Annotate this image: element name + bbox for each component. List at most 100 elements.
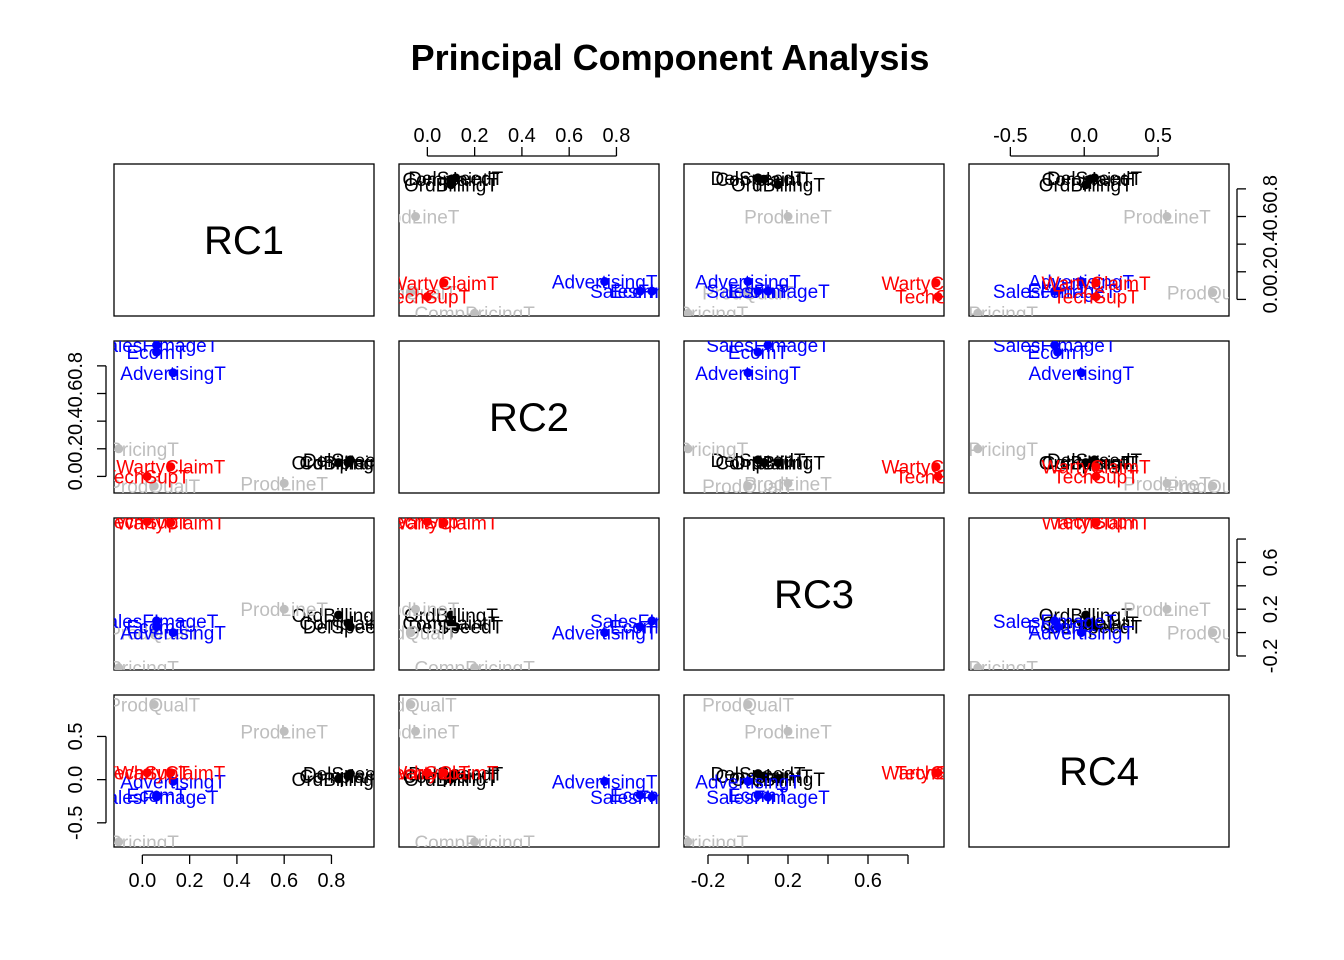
point-label-delspeedt: DelSpeedT xyxy=(1047,618,1142,639)
point-complaintt xyxy=(343,771,353,781)
point-label-prodlinet: ProdLineT xyxy=(240,600,328,621)
point-label-prodlinet: ProdLineT xyxy=(1123,208,1211,229)
point-advertisingt xyxy=(1076,628,1086,638)
point-label-ecomt: EcomT xyxy=(1028,343,1089,364)
point-label-ordbillingt: OrdBillingT xyxy=(731,176,825,197)
point-label-complaintt: ComplaintT xyxy=(1042,170,1140,191)
point-comppricingt xyxy=(114,837,124,847)
point-techsupt xyxy=(142,471,152,481)
point-label-comppricingt: CompPricingT xyxy=(918,304,1039,325)
point-prodlinet xyxy=(1162,212,1172,222)
point-label-prodqualt: ProdQualT xyxy=(1167,477,1259,498)
point-techsupt xyxy=(422,768,432,778)
point-label-delspeedt: DelSpeedT xyxy=(408,765,503,786)
point-salesfimaget xyxy=(647,792,657,802)
tick-label: 0.0 xyxy=(128,870,156,892)
point-wartyclaimt xyxy=(166,462,176,472)
point-advertisingt xyxy=(1076,368,1086,378)
panel-rc3-rc3: RC3 xyxy=(683,517,945,671)
panel-rc4-rc2: DelSpeedTComplaintTOrdBillingTProdLineTC… xyxy=(398,694,660,848)
tick-label: 0.6 xyxy=(270,870,298,892)
tick-label: 0.0 xyxy=(1260,286,1282,314)
point-prodqualt xyxy=(1208,288,1218,298)
point-prodqualt xyxy=(149,700,159,709)
panel-rc1-rc3: DelSpeedTComplaintTOrdBillingTProdLineTC… xyxy=(683,163,981,317)
point-label-techsupt: TechSupT xyxy=(385,513,471,534)
point-ordbillingt xyxy=(773,458,783,468)
panel-rc4-rc4: RC4 xyxy=(968,694,1230,848)
point-complaintt xyxy=(446,618,456,628)
point-ecomt xyxy=(635,622,645,632)
point-label-ordbillingt: OrdBillingT xyxy=(404,606,498,627)
point-label-prodlinet: ProdLineT xyxy=(744,722,832,743)
point-label-comppricingt: CompPricingT xyxy=(414,304,535,325)
point-advertisingt xyxy=(743,276,753,286)
panel-rc2-rc2: RC2 xyxy=(398,340,660,494)
point-complaintt xyxy=(759,771,769,781)
point-label-ecomt: EcomT xyxy=(1028,618,1089,639)
panel-rc4-rc1: DelSpeedTComplaintTOrdBillingTProdLineTC… xyxy=(59,694,375,854)
point-salesfimaget xyxy=(647,616,657,626)
point-label-prodlinet: ProdLineT xyxy=(744,208,832,229)
point-label-techsupt: TechSupT xyxy=(104,467,190,488)
point-prodqualt xyxy=(743,481,753,491)
panel-rc2-rc1: DelSpeedTComplaintTOrdBillingTProdLineTC… xyxy=(59,340,386,498)
point-label-wartyclaimt: WartyClaimT xyxy=(881,764,990,785)
x-axis-rc4: -0.5 0.0 0.5 xyxy=(993,125,1172,157)
point-salesfimaget xyxy=(647,286,657,296)
point-ordbillingt xyxy=(446,180,456,190)
point-label-prodqualt: ProdQualT xyxy=(108,477,200,498)
diagonal-label-rc3: RC3 xyxy=(774,573,854,617)
point-label-wartyclaimt: WartyClaimT xyxy=(116,764,225,785)
point-label-comppricingt: CompPricingT xyxy=(59,659,180,680)
tick-label: 0.8 xyxy=(318,870,346,892)
point-label-comppricingt: CompPricingT xyxy=(918,440,1039,461)
point-label-salesfimaget: SalesFImageT xyxy=(706,788,830,809)
point-ecomt xyxy=(152,622,162,632)
panel-points: DelSpeedTComplaintTOrdBillingTProdLineTC… xyxy=(684,696,990,847)
point-techsupt xyxy=(1091,292,1101,302)
panel-frame xyxy=(683,163,945,317)
point-comppricingt xyxy=(114,444,124,454)
point-label-ecomt: EcomT xyxy=(126,786,187,807)
point-label-techsupt: TechSupT xyxy=(895,288,981,309)
tick-label: -0.5 xyxy=(993,125,1027,147)
point-prodqualt xyxy=(406,288,416,298)
point-label-ordbillingt: OrdBillingT xyxy=(292,454,386,475)
point-label-prodlinet: ProdLineT xyxy=(372,600,460,621)
tick-label: -0.5 xyxy=(65,806,87,840)
point-label-comppricingt: CompPricingT xyxy=(59,440,180,461)
point-label-ordbillingt: OrdBillingT xyxy=(731,770,825,791)
point-salesfimaget xyxy=(763,341,773,350)
panel-frame xyxy=(968,163,1230,317)
panel-frame xyxy=(683,340,945,494)
point-wartyclaimt xyxy=(166,518,176,528)
point-prodlinet xyxy=(411,604,421,614)
panel-points: DelSpeedTComplaintTOrdBillingTProdLineTC… xyxy=(918,341,1259,498)
tick-label: 0.6 xyxy=(1260,203,1282,231)
point-label-prodlinet: ProdLineT xyxy=(240,722,328,743)
point-label-wartyclaimt: WartyClaimT xyxy=(1042,274,1151,295)
point-ecomt xyxy=(635,790,645,800)
point-label-delspeedt: DelSpeedT xyxy=(408,169,503,190)
point-ordbillingt xyxy=(446,774,456,784)
tick-label: 0.4 xyxy=(223,870,251,892)
point-advertisingt xyxy=(743,368,753,378)
panel-rc4-rc3: DelSpeedTComplaintTOrdBillingTProdLineTC… xyxy=(683,694,990,848)
point-label-prodqualt: ProdQualT xyxy=(108,696,200,717)
point-label-ecomt: EcomT xyxy=(610,618,671,639)
point-label-advertisingt: AdvertisingT xyxy=(1028,364,1134,385)
point-prodlinet xyxy=(1162,478,1172,488)
point-label-comppricingt: CompPricingT xyxy=(59,833,180,854)
point-label-prodqualt: ProdQualT xyxy=(365,624,457,645)
y-axis-rc4: -0.5 0.0 0.5 xyxy=(65,723,107,840)
panel-frame xyxy=(968,694,1230,848)
point-label-prodlinet: ProdLineT xyxy=(372,208,460,229)
point-label-advertisingt: AdvertisingT xyxy=(120,624,226,645)
x-axis-rc2: 0.0 0.2 0.4 0.6 0.8 xyxy=(413,125,630,157)
point-wartyclaimt xyxy=(931,278,941,288)
point-prodlinet xyxy=(411,212,421,222)
tick-label: 0.2 xyxy=(176,870,204,892)
point-advertisingt xyxy=(600,628,610,638)
